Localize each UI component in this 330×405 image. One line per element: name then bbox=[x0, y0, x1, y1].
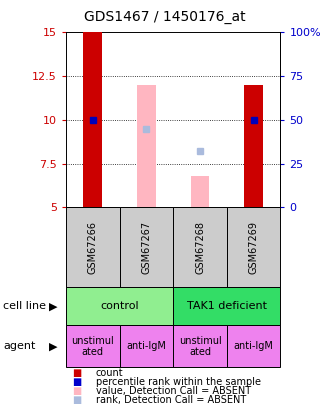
Bar bbox=[119, 207, 173, 288]
Text: cell line: cell line bbox=[3, 301, 46, 311]
Text: ■: ■ bbox=[73, 395, 82, 405]
Text: TAK1 deficient: TAK1 deficient bbox=[187, 301, 267, 311]
Bar bbox=[227, 325, 280, 367]
Text: GSM67268: GSM67268 bbox=[195, 221, 205, 274]
Text: ■: ■ bbox=[73, 377, 82, 388]
Text: ▶: ▶ bbox=[49, 301, 57, 311]
Bar bbox=[173, 325, 227, 367]
Text: GDS1467 / 1450176_at: GDS1467 / 1450176_at bbox=[84, 10, 246, 24]
Bar bbox=[119, 325, 173, 367]
Bar bbox=[66, 325, 119, 367]
Bar bbox=[137, 85, 156, 207]
Bar bbox=[83, 32, 102, 207]
Text: GSM67267: GSM67267 bbox=[142, 221, 151, 274]
Text: count: count bbox=[96, 369, 123, 379]
Bar bbox=[244, 85, 263, 207]
Text: ■: ■ bbox=[73, 386, 82, 396]
Text: anti-IgM: anti-IgM bbox=[126, 341, 166, 352]
Text: agent: agent bbox=[3, 341, 36, 352]
Text: unstimul
ated: unstimul ated bbox=[71, 336, 114, 357]
Bar bbox=[191, 176, 210, 207]
Text: ▶: ▶ bbox=[49, 341, 57, 352]
Text: GSM67266: GSM67266 bbox=[88, 221, 98, 274]
Bar bbox=[66, 288, 173, 325]
Bar bbox=[66, 207, 119, 288]
Text: rank, Detection Call = ABSENT: rank, Detection Call = ABSENT bbox=[96, 395, 246, 405]
Bar bbox=[227, 207, 280, 288]
Bar bbox=[173, 207, 227, 288]
Text: unstimul
ated: unstimul ated bbox=[179, 336, 221, 357]
Text: percentile rank within the sample: percentile rank within the sample bbox=[96, 377, 261, 388]
Text: anti-IgM: anti-IgM bbox=[234, 341, 274, 352]
Text: GSM67269: GSM67269 bbox=[249, 221, 259, 274]
Text: ■: ■ bbox=[73, 369, 82, 379]
Text: value, Detection Call = ABSENT: value, Detection Call = ABSENT bbox=[96, 386, 251, 396]
Bar bbox=[173, 288, 280, 325]
Text: control: control bbox=[100, 301, 139, 311]
